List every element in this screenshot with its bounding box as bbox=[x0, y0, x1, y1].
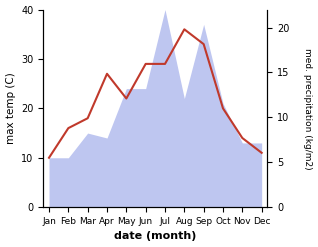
Y-axis label: max temp (C): max temp (C) bbox=[5, 72, 16, 144]
Y-axis label: med. precipitation (kg/m2): med. precipitation (kg/m2) bbox=[303, 48, 313, 169]
X-axis label: date (month): date (month) bbox=[114, 231, 197, 242]
